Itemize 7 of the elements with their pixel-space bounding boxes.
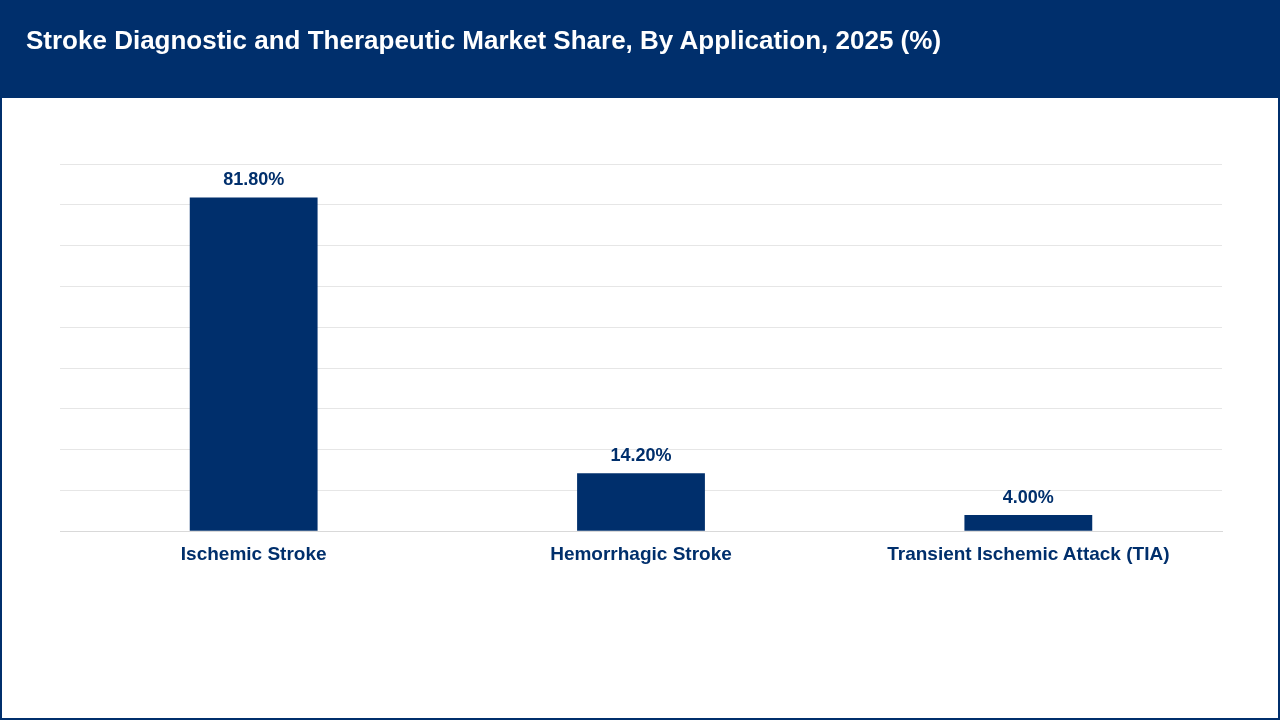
data-label: 81.80% [223, 169, 285, 190]
x-tick-label: Hemorrhagic Stroke [550, 542, 732, 564]
data-label: 4.00% [1002, 486, 1054, 507]
chart-title: Stroke Diagnostic and Therapeutic Market Share, By Application, 2025 (%) [26, 24, 943, 56]
x-tick-label: Ischemic Stroke [180, 542, 327, 564]
data-label: 14.20% [610, 445, 672, 466]
x-tick-label: Transient Ischemic Attack (TIA) [887, 542, 1170, 564]
